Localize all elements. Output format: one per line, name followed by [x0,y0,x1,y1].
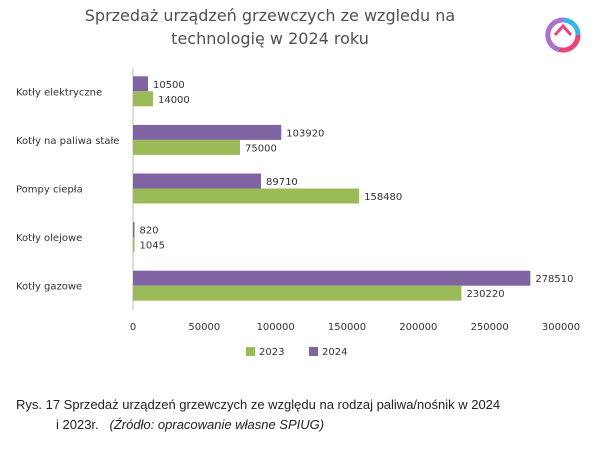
x-tick-label: 100000 [257,322,295,333]
legend-label-2024: 2024 [322,347,347,358]
bar-2024 [133,270,531,286]
x-tick-label: 200000 [399,322,437,333]
chart-title: Sprzedaż urządzeń grzewczych ze wzgledu … [70,4,470,50]
bar-2024 [133,76,148,92]
bar-2023 [133,139,240,155]
data-label-2023: 158480 [364,192,402,203]
category-label: Kotły olejowe [16,233,82,244]
category-label: Kotły elektryczne [16,87,102,98]
legend-swatch-2023 [246,347,255,356]
caption-line-2: i 2023r. (Źródło: opracowanie własne SPI… [16,415,596,435]
data-label-2024: 89710 [266,177,298,188]
x-tick-label: 300000 [542,322,580,333]
legend-swatch-2024 [309,347,318,356]
data-label-2023: 1045 [140,241,165,252]
chart-title-line-1: Sprzedaż urządzeń grzewczych ze wzgledu … [84,6,456,25]
legend-label-2023: 2023 [259,347,284,358]
bar-2023 [133,285,462,301]
category-label: Kotły gazowe [16,282,82,293]
bar-2023 [133,237,135,253]
caption-line-1: Rys. 17 Sprzedaż urządzeń grzewczych ze … [16,397,501,412]
bar-chart: Kotły elektryczne 10500 14000 Kotły na pali… [16,67,580,358]
category-label: Pompy ciepła [16,185,83,196]
bar-2023 [133,188,360,204]
bar-2023 [133,91,153,107]
data-label-2023: 230220 [466,289,504,300]
spiug-logo-icon [545,17,581,53]
data-label-2023: 14000 [158,95,190,106]
data-label-2023: 75000 [245,143,277,154]
data-label-2024: 820 [140,226,159,237]
x-tick-label: 150000 [328,322,366,333]
x-tick-label: 0 [130,322,136,333]
bar-2024 [133,124,282,140]
data-label-2024: 103920 [286,128,324,139]
data-label-2024: 278510 [535,274,573,285]
chart-title-line-2: technologię w 2024 roku [171,29,369,48]
bar-2024 [133,173,261,189]
bar-2024 [133,222,135,238]
caption-source: (Źródło: opracowanie własne SPIUG) [109,417,325,432]
x-tick-label: 250000 [471,322,509,333]
data-label-2024: 10500 [153,80,185,91]
figure-caption: Rys. 17 Sprzedaż urządzeń grzewczych ze … [16,395,596,435]
x-tick-label: 50000 [188,322,220,333]
category-label: Kotły na paliwa stałe [16,136,119,147]
caption-year: i 2023r. [56,417,99,432]
